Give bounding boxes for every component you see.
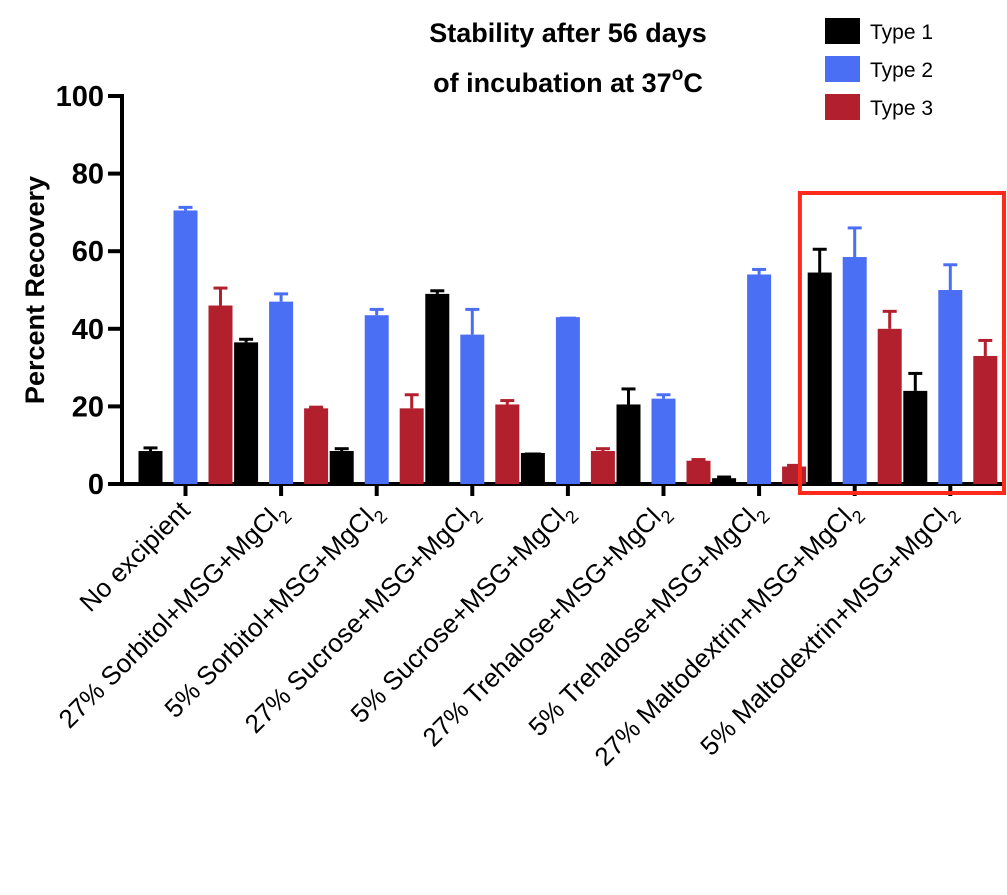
- bar: [555, 317, 580, 484]
- bar: [460, 334, 485, 484]
- bar: [329, 451, 354, 484]
- bar: [269, 301, 294, 484]
- y-tick-label: 80: [72, 159, 104, 191]
- bar: [903, 390, 928, 484]
- legend-label: Type 3: [870, 97, 933, 120]
- bar: [234, 342, 259, 484]
- chart-title-line1: Stability after 56 days: [429, 18, 707, 48]
- y-axis-label: Percent Recovery: [20, 176, 50, 404]
- bar: [807, 272, 832, 484]
- bar: [304, 408, 329, 484]
- bar: [173, 210, 198, 484]
- bar: [399, 408, 424, 484]
- y-axis: 0 20 40 60 80 100: [56, 81, 124, 501]
- y-tick-label: 100: [56, 81, 104, 113]
- bars: [138, 205, 998, 484]
- bar: [616, 404, 641, 484]
- legend-swatch: [825, 94, 860, 120]
- bar: [364, 315, 389, 484]
- bar: [590, 451, 615, 484]
- bar: [138, 451, 163, 484]
- bar: [877, 328, 902, 484]
- chart-title-line2: of incubation at 37oC: [433, 64, 703, 98]
- bar: [686, 460, 711, 484]
- bar: [747, 274, 772, 484]
- bar: [842, 257, 867, 484]
- highlight-rectangle: [797, 191, 1007, 495]
- bar: [208, 305, 233, 484]
- legend-label: Type 2: [870, 59, 933, 82]
- bar: [520, 452, 545, 484]
- bar: [495, 404, 520, 484]
- y-tick-label: 60: [72, 236, 104, 268]
- bar: [938, 290, 963, 484]
- highlight-box: [797, 191, 1007, 495]
- y-tick-label: 40: [72, 314, 104, 346]
- bar: [782, 466, 807, 484]
- legend-swatch: [825, 56, 860, 82]
- bar: [651, 398, 676, 484]
- bar: [973, 355, 998, 484]
- legend-swatch: [825, 18, 860, 44]
- bar: [712, 478, 737, 484]
- y-tick-label: 20: [72, 391, 104, 423]
- legend: Type 1 Type 2 Type 3: [825, 18, 933, 120]
- bar: [425, 293, 450, 484]
- y-tick-label: 0: [88, 469, 104, 501]
- legend-label: Type 1: [870, 21, 933, 44]
